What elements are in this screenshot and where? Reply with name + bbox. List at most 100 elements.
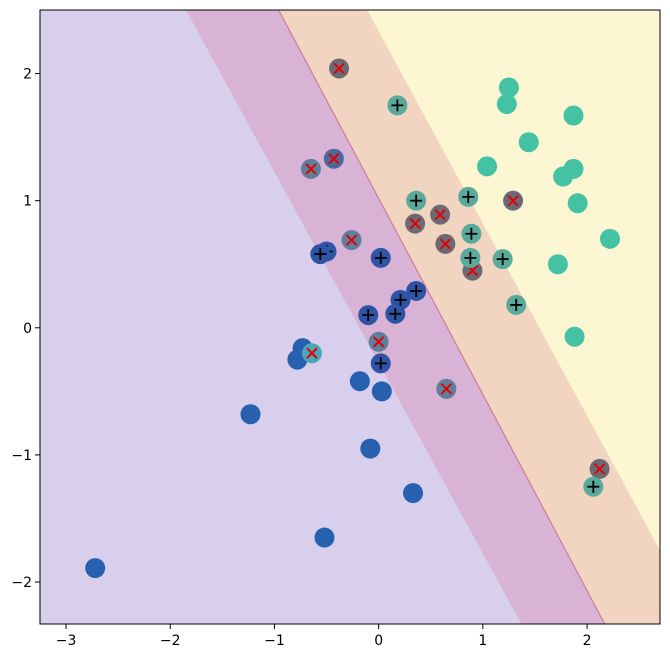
data-point	[461, 223, 482, 244]
cross-marker	[409, 217, 421, 230]
point-marker	[403, 483, 424, 504]
point-marker	[314, 527, 335, 548]
x-tick-label: −2	[160, 633, 181, 649]
y-axis: −2 −1 0 1 2	[11, 67, 40, 591]
plus-marker	[374, 357, 387, 370]
data-point	[240, 404, 261, 425]
cross-marker	[372, 336, 385, 348]
point-marker	[360, 438, 381, 459]
data-point	[583, 476, 604, 497]
data-point	[458, 186, 479, 207]
data-point	[503, 190, 524, 211]
cross-marker	[593, 463, 606, 475]
cross-marker	[507, 194, 519, 207]
cross-marker	[333, 62, 345, 75]
plot-area	[40, 10, 660, 624]
plus-marker	[410, 194, 423, 207]
point-marker	[477, 156, 498, 177]
x-axis: −3 −2 −1 0 1 2	[56, 624, 592, 649]
data-point	[371, 381, 392, 402]
point-marker	[85, 558, 106, 579]
data-point	[547, 254, 568, 275]
data-point	[403, 483, 424, 504]
plus-marker	[374, 251, 387, 264]
data-point	[477, 156, 498, 177]
plus-marker	[394, 293, 407, 306]
data-point	[370, 247, 391, 268]
data-point	[329, 58, 350, 79]
y-tick-label: −1	[11, 448, 32, 464]
point-marker	[564, 326, 585, 347]
data-point	[358, 305, 379, 326]
data-points	[85, 58, 620, 579]
point-marker	[496, 94, 517, 115]
cross-marker	[439, 238, 452, 250]
data-point	[405, 213, 426, 234]
point-marker	[553, 166, 574, 187]
x-tick-label: 2	[583, 633, 592, 649]
plot-frame	[39, 9, 661, 625]
cross-marker	[305, 163, 317, 175]
data-point	[406, 190, 427, 211]
data-point	[368, 331, 389, 352]
data-point	[301, 343, 322, 364]
data-point	[506, 294, 527, 315]
y-tick-label: −2	[11, 575, 32, 591]
data-point	[435, 233, 456, 254]
point-marker	[240, 404, 261, 425]
data-point	[314, 527, 335, 548]
point-marker	[498, 77, 519, 98]
data-point	[323, 148, 344, 169]
plus-marker	[362, 309, 375, 322]
plus-marker	[389, 307, 402, 320]
data-point	[518, 132, 539, 153]
plus-marker	[464, 251, 477, 264]
data-point	[498, 77, 519, 98]
x-tick-label: −1	[264, 633, 285, 649]
plus-marker	[314, 248, 327, 261]
data-point	[496, 94, 517, 115]
data-point	[564, 326, 585, 347]
data-point	[341, 230, 362, 251]
data-point	[406, 280, 427, 301]
data-point	[553, 166, 574, 187]
cross-marker	[345, 234, 358, 246]
plus-marker	[462, 190, 475, 203]
y-tick-label: 1	[23, 194, 32, 210]
boundary-line	[278, 10, 606, 624]
point-marker	[547, 254, 568, 275]
data-point	[567, 193, 588, 214]
cross-marker	[440, 383, 453, 395]
data-point	[430, 204, 451, 225]
x-tick-label: −3	[56, 633, 77, 649]
plus-marker	[465, 227, 478, 240]
data-point	[370, 353, 391, 374]
data-point	[390, 289, 411, 310]
x-tick-label: 0	[374, 633, 383, 649]
cross-marker	[306, 347, 318, 359]
region-1	[40, 10, 522, 624]
point-marker	[349, 371, 370, 392]
data-point	[492, 249, 513, 270]
point-marker	[371, 381, 392, 402]
data-point	[599, 228, 620, 249]
decision-regions	[40, 10, 660, 624]
plus-marker	[587, 480, 600, 493]
y-tick-label: 2	[23, 67, 32, 83]
data-point	[460, 247, 481, 268]
point-marker	[567, 193, 588, 214]
data-point	[360, 438, 381, 459]
plus-marker	[496, 253, 509, 266]
data-point	[589, 458, 610, 479]
cross-marker	[434, 208, 446, 221]
data-point	[85, 558, 106, 579]
plus-marker	[510, 298, 523, 311]
plus-marker	[410, 284, 423, 297]
data-point	[300, 158, 321, 179]
data-point	[349, 371, 370, 392]
data-point	[310, 244, 331, 265]
point-marker	[518, 132, 539, 153]
cross-marker	[328, 153, 340, 165]
y-tick-label: 0	[23, 321, 32, 337]
